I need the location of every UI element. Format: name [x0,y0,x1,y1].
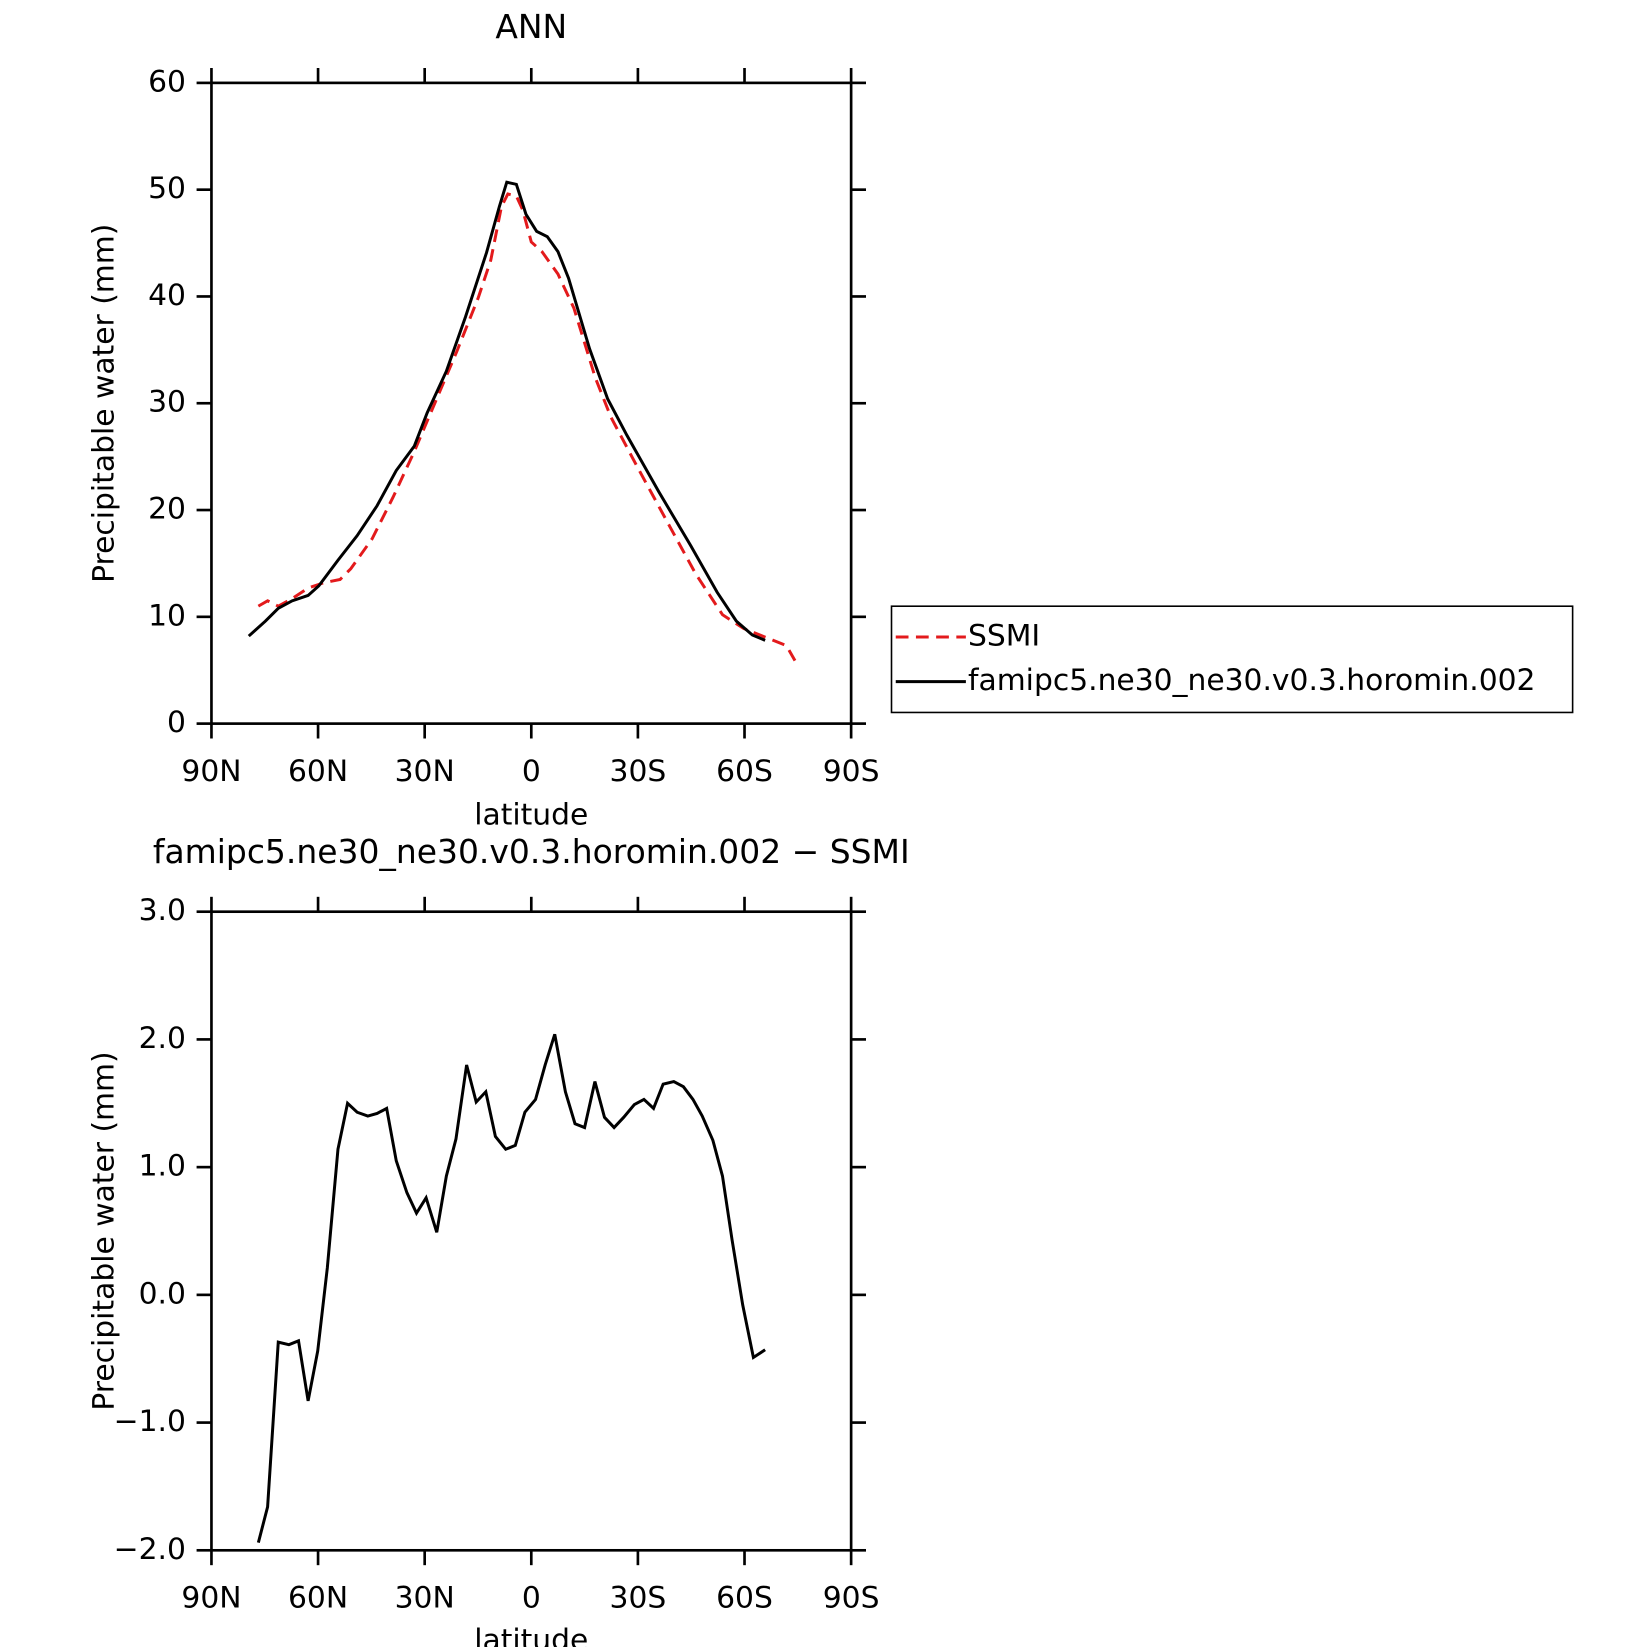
x-tick-label: 30N [395,1581,455,1616]
x-tick-label: 90S [823,1581,880,1616]
x-tick-label: 60S [716,1581,773,1616]
y-tick-label: 40 [148,278,186,313]
y-tick-label: 50 [148,171,186,206]
y-tick-label: 0 [167,705,186,740]
data-line [256,1033,766,1544]
x-tick-label: 30N [395,754,455,789]
x-tick-label: 0 [522,754,541,789]
plot-frame [210,81,853,725]
y-tick-label: 0.0 [139,1276,186,1311]
x-tick-label: 0 [522,1581,541,1616]
chart-title: famipc5.ne30_ne30.v0.3.horomin.002 − SSM… [153,832,910,871]
y-tick-label: −1.0 [114,1404,186,1439]
x-tick-label: 90N [181,754,241,789]
y-axis-label: Precipitable water (mm) [87,1051,122,1410]
y-tick-label: 20 [148,492,186,527]
y-tick-label: 30 [148,385,186,420]
y-axis-label: Precipitable water (mm) [87,224,122,583]
x-tick-label: 60S [716,754,773,789]
data-line [247,180,766,642]
x-tick-label: 60N [288,754,348,789]
legend: SSMI famipc5.ne30_ne30.v0.3.horomin.002 [890,605,1574,714]
x-tick-label: 90S [823,754,880,789]
y-tick-label: 60 [148,64,186,99]
x-tick-label: 30S [610,754,667,789]
x-tick-label: 90N [181,1581,241,1616]
y-tick-label: 2.0 [139,1021,186,1056]
y-tick-label: 10 [148,598,186,633]
plot-frame [210,910,853,1552]
y-tick-label: 3.0 [139,893,186,928]
legend-label: famipc5.ne30_ne30.v0.3.horomin.002 [968,663,1535,698]
legend-box [890,605,1574,714]
legend-label: SSMI [968,619,1040,654]
y-tick-label: −2.0 [114,1532,186,1567]
x-axis-label: latitude [474,798,588,833]
x-axis-label: latitude [474,1623,588,1647]
x-tick-label: 60N [288,1581,348,1616]
y-tick-label: 1.0 [139,1149,186,1184]
data-line [257,192,797,662]
chart-title: ANN [495,7,567,46]
x-tick-label: 30S [610,1581,667,1616]
